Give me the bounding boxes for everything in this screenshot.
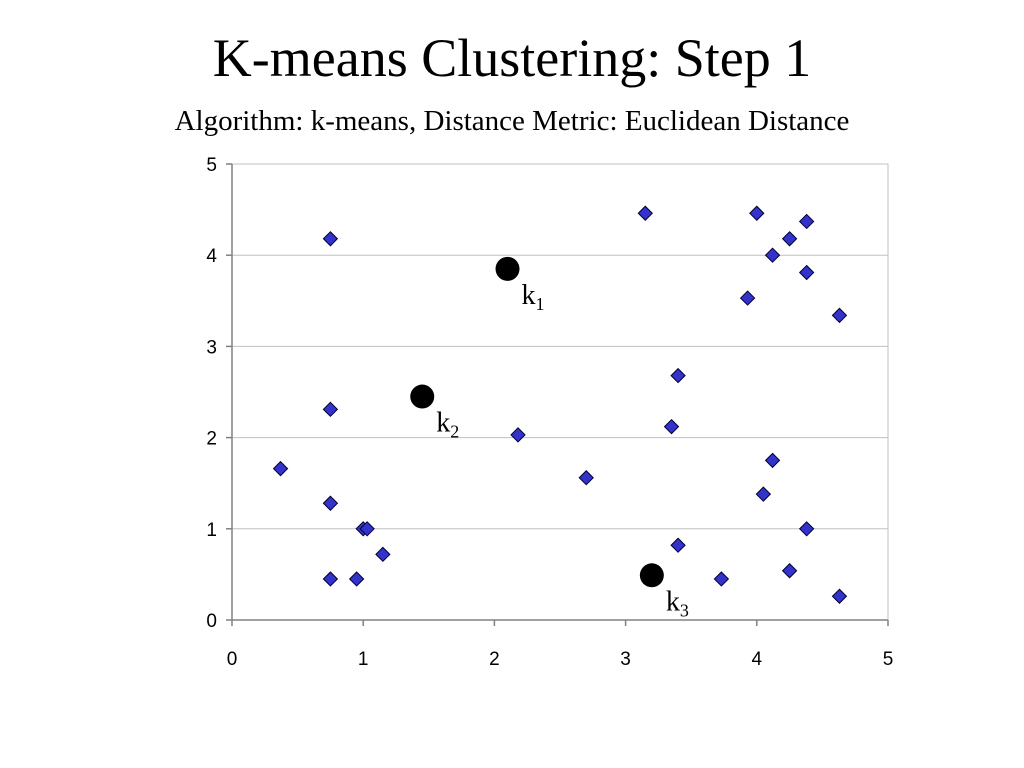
data-point-diamond bbox=[831, 588, 848, 604]
data-point-diamond bbox=[272, 460, 289, 477]
x-tick-label: 5 bbox=[883, 649, 894, 670]
grid-lines bbox=[232, 254, 888, 530]
centroid-subscript: 2 bbox=[450, 422, 459, 442]
centroid-label: k3 bbox=[666, 586, 689, 620]
x-tick-label: 3 bbox=[620, 649, 631, 670]
centroid-label: k2 bbox=[436, 408, 459, 442]
data-points bbox=[272, 205, 848, 604]
data-point-diamond bbox=[749, 205, 765, 221]
x-tick-label: 2 bbox=[489, 649, 500, 670]
data-point-diamond bbox=[755, 486, 772, 502]
data-point-diamond bbox=[764, 452, 781, 469]
data-point-diamond bbox=[798, 213, 815, 230]
centroid-marker bbox=[639, 563, 664, 588]
data-point-diamond bbox=[739, 290, 756, 306]
x-tick-label: 0 bbox=[227, 649, 238, 670]
data-point-diamond bbox=[348, 571, 365, 587]
data-point-diamond bbox=[637, 205, 653, 221]
data-point-diamond bbox=[781, 231, 798, 247]
y-tick-label: 1 bbox=[206, 520, 217, 541]
data-point-diamond bbox=[663, 418, 680, 435]
centroid-subscript: 1 bbox=[536, 294, 545, 314]
slide-subtitle: Algorithm: k-means, Distance Metric: Euc… bbox=[174, 105, 850, 137]
centroids: k1 k2 k3 bbox=[410, 256, 689, 620]
data-point-diamond bbox=[670, 367, 686, 384]
x-tick-label: 4 bbox=[752, 649, 763, 670]
centroid-marker bbox=[410, 384, 435, 409]
y-tick-label: 3 bbox=[206, 337, 217, 358]
x-tick-labels: 0 1 2 3 4 5 bbox=[227, 649, 894, 670]
axes bbox=[226, 163, 889, 626]
centroid-marker bbox=[495, 256, 520, 281]
data-point-diamond bbox=[375, 546, 391, 563]
data-point-diamond bbox=[670, 537, 686, 553]
data-point-diamond bbox=[764, 247, 781, 263]
y-tick-label: 2 bbox=[206, 429, 217, 450]
data-point-diamond bbox=[359, 521, 375, 537]
centroid-label: k1 bbox=[522, 280, 545, 314]
slide-title: K-means Clustering: Step 1 bbox=[212, 28, 812, 88]
data-point-diamond bbox=[831, 307, 848, 324]
data-point-diamond bbox=[578, 470, 594, 486]
centroid-subscript: 3 bbox=[680, 600, 689, 620]
data-point-diamond bbox=[798, 521, 815, 537]
data-point-diamond bbox=[713, 571, 730, 587]
y-tick-label: 4 bbox=[206, 246, 217, 267]
y-tick-label: 0 bbox=[206, 611, 217, 632]
y-tick-labels: 0 1 2 3 4 5 bbox=[206, 155, 217, 632]
data-point-diamond bbox=[322, 571, 339, 587]
data-point-diamond bbox=[322, 401, 339, 418]
x-tick-label: 1 bbox=[358, 649, 369, 670]
data-point-diamond bbox=[781, 563, 798, 579]
data-point-diamond bbox=[322, 231, 339, 247]
data-point-diamond bbox=[510, 427, 526, 443]
data-point-diamond bbox=[798, 264, 815, 281]
y-tick-label: 5 bbox=[206, 155, 217, 176]
data-point-diamond bbox=[322, 495, 339, 511]
